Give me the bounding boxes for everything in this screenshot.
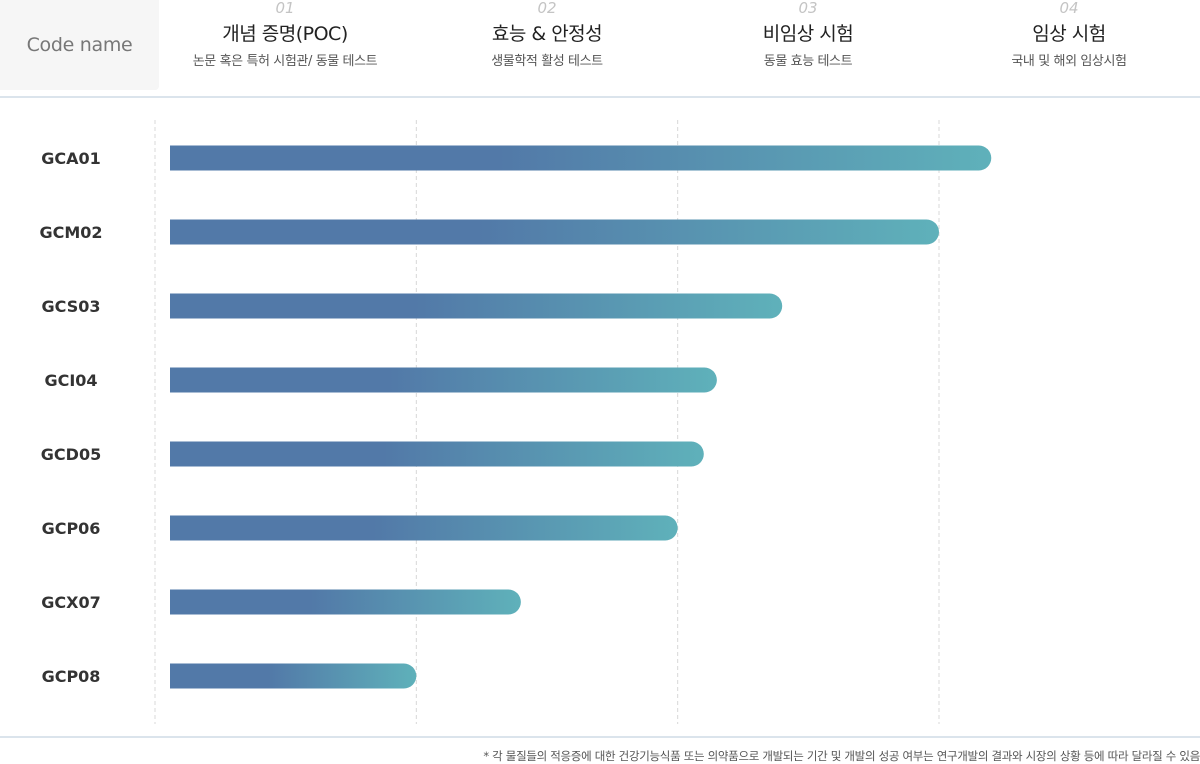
stage-subtitle: 국내 및 해외 임상시험 bbox=[1011, 54, 1127, 69]
bar-gcp06 bbox=[170, 515, 678, 541]
pipeline-bar-chart: GCA01 GCM02 GCS03 GCI04 GCD05 GCP06 GCX07 GCP08 bbox=[39, 120, 992, 724]
category-label: GCD05 bbox=[41, 445, 101, 464]
stage-nonclinical-header: 03 비임상 시험 동물 효능 테스트 bbox=[677, 0, 939, 71]
bar-gcm02 bbox=[170, 219, 939, 245]
stage-subtitle: 생물학적 활성 테스트 bbox=[491, 54, 603, 69]
bar-gcx07 bbox=[170, 589, 521, 615]
code-name-label: Code name bbox=[26, 34, 133, 56]
category-label: GCA01 bbox=[41, 149, 101, 168]
footnote: * 각 물질들의 적응증에 대한 건강기능식품 또는 의약품으로 개발되는 기간… bbox=[483, 749, 1200, 763]
category-label: GCX07 bbox=[41, 593, 100, 612]
bar-gci04 bbox=[170, 367, 717, 393]
bar-gcd05 bbox=[170, 441, 704, 467]
stage-title: 효능 & 안정성 bbox=[491, 23, 603, 45]
stage-poc-header: 01 개념 증명(POC) 논문 혹은 특허 시험관/ 동물 테스트 bbox=[154, 0, 416, 71]
category-label: GCM02 bbox=[39, 223, 102, 242]
stage-number: 04 bbox=[1059, 0, 1079, 17]
bar-gca01 bbox=[170, 145, 992, 171]
stage-efficacy-header: 02 효능 & 안정성 생물학적 활성 테스트 bbox=[416, 0, 678, 71]
category-label: GCP08 bbox=[42, 667, 101, 686]
stage-number: 03 bbox=[798, 0, 818, 17]
header-divider bbox=[0, 96, 1200, 98]
stage-clinical-header: 04 임상 시험 국내 및 해외 임상시험 bbox=[938, 0, 1200, 71]
stage-title: 비임상 시험 bbox=[762, 23, 854, 45]
bar-gcs03 bbox=[170, 293, 783, 319]
category-label: GCI04 bbox=[44, 371, 97, 390]
stage-title: 임상 시험 bbox=[1032, 23, 1106, 45]
stage-number: 02 bbox=[537, 0, 557, 17]
bar-gcp08 bbox=[170, 663, 417, 689]
category-label: GCP06 bbox=[42, 519, 101, 538]
stage-subtitle: 논문 혹은 특허 시험관/ 동물 테스트 bbox=[192, 54, 378, 69]
stage-subtitle: 동물 효능 테스트 bbox=[763, 54, 853, 69]
category-label: GCS03 bbox=[42, 297, 101, 316]
footer-divider bbox=[0, 736, 1200, 738]
stage-number: 01 bbox=[275, 0, 295, 17]
code-name-header: Code name bbox=[0, 0, 159, 90]
stage-title: 개념 증명(POC) bbox=[222, 23, 348, 45]
